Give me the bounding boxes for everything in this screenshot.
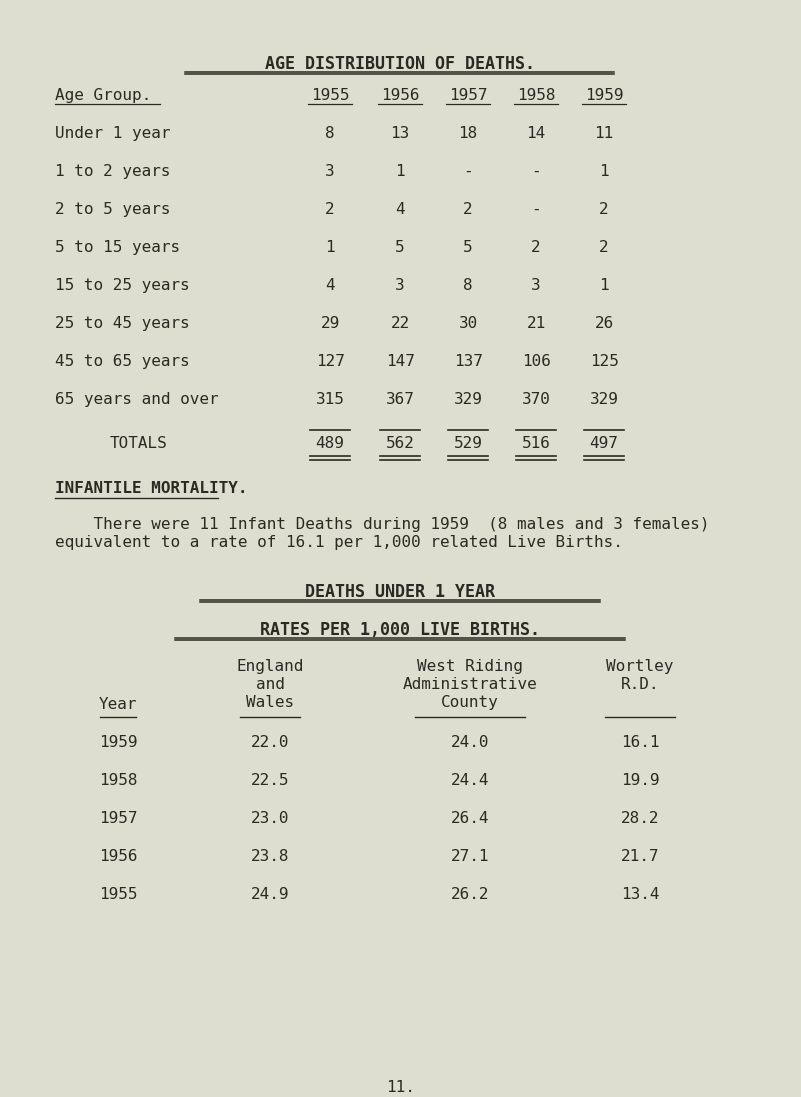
Text: equivalent to a rate of 16.1 per 1,000 related Live Births.: equivalent to a rate of 16.1 per 1,000 r… [55, 535, 623, 550]
Text: 1955: 1955 [99, 887, 137, 902]
Text: 4: 4 [395, 202, 405, 217]
Text: 1957: 1957 [99, 811, 137, 826]
Text: 5 to 15 years: 5 to 15 years [55, 240, 180, 255]
Text: 21: 21 [526, 316, 545, 331]
Text: 15 to 25 years: 15 to 25 years [55, 278, 190, 293]
Text: 1: 1 [325, 240, 335, 255]
Text: 529: 529 [453, 436, 482, 451]
Text: 1959: 1959 [99, 735, 137, 750]
Text: Age Group.: Age Group. [55, 88, 151, 103]
Text: 1958: 1958 [517, 88, 555, 103]
Text: 1958: 1958 [99, 773, 137, 788]
Text: 29: 29 [320, 316, 340, 331]
Text: 125: 125 [590, 354, 618, 369]
Text: 22.5: 22.5 [251, 773, 289, 788]
Text: 1955: 1955 [311, 88, 349, 103]
Text: 1: 1 [395, 163, 405, 179]
Text: England: England [236, 659, 304, 674]
Text: 1 to 2 years: 1 to 2 years [55, 163, 171, 179]
Text: 23.8: 23.8 [251, 849, 289, 864]
Text: 13.4: 13.4 [621, 887, 659, 902]
Text: 1959: 1959 [585, 88, 623, 103]
Text: AGE DISTRIBUTION OF DEATHS.: AGE DISTRIBUTION OF DEATHS. [265, 55, 535, 73]
Text: 127: 127 [316, 354, 344, 369]
Text: West Riding: West Riding [417, 659, 523, 674]
Text: 3: 3 [325, 163, 335, 179]
Text: -: - [463, 163, 473, 179]
Text: R.D.: R.D. [621, 677, 659, 692]
Text: 5: 5 [395, 240, 405, 255]
Text: Under 1 year: Under 1 year [55, 126, 171, 142]
Text: 22.0: 22.0 [251, 735, 289, 750]
Text: 106: 106 [521, 354, 550, 369]
Text: 2: 2 [599, 202, 609, 217]
Text: -: - [531, 163, 541, 179]
Text: 497: 497 [590, 436, 618, 451]
Text: 2: 2 [531, 240, 541, 255]
Text: -: - [531, 202, 541, 217]
Text: 562: 562 [385, 436, 414, 451]
Text: TOTALS: TOTALS [110, 436, 167, 451]
Text: 22: 22 [390, 316, 409, 331]
Text: 1956: 1956 [99, 849, 137, 864]
Text: 23.0: 23.0 [251, 811, 289, 826]
Text: 3: 3 [395, 278, 405, 293]
Text: 315: 315 [316, 392, 344, 407]
Text: 8: 8 [325, 126, 335, 142]
Text: 329: 329 [590, 392, 618, 407]
Text: 30: 30 [458, 316, 477, 331]
Text: 21.7: 21.7 [621, 849, 659, 864]
Text: 14: 14 [526, 126, 545, 142]
Text: 489: 489 [316, 436, 344, 451]
Text: 16.1: 16.1 [621, 735, 659, 750]
Text: There were 11 Infant Deaths during 1959  (8 males and 3 females): There were 11 Infant Deaths during 1959 … [55, 517, 710, 532]
Text: INFANTILE MORTALITY.: INFANTILE MORTALITY. [55, 480, 248, 496]
Text: DEATHS UNDER 1 YEAR: DEATHS UNDER 1 YEAR [305, 583, 495, 601]
Text: Year: Year [99, 697, 137, 712]
Text: 2: 2 [325, 202, 335, 217]
Text: 25 to 45 years: 25 to 45 years [55, 316, 190, 331]
Text: Administrative: Administrative [403, 677, 537, 692]
Text: 45 to 65 years: 45 to 65 years [55, 354, 190, 369]
Text: 11: 11 [594, 126, 614, 142]
Text: 2: 2 [599, 240, 609, 255]
Text: 4: 4 [325, 278, 335, 293]
Text: 2 to 5 years: 2 to 5 years [55, 202, 171, 217]
Text: 137: 137 [453, 354, 482, 369]
Text: 8: 8 [463, 278, 473, 293]
Text: 147: 147 [385, 354, 414, 369]
Text: 5: 5 [463, 240, 473, 255]
Text: 1: 1 [599, 163, 609, 179]
Text: 11.: 11. [385, 1081, 414, 1095]
Text: 26: 26 [594, 316, 614, 331]
Text: 370: 370 [521, 392, 550, 407]
Text: 26.4: 26.4 [451, 811, 489, 826]
Text: 329: 329 [453, 392, 482, 407]
Text: County: County [441, 695, 499, 710]
Text: 19.9: 19.9 [621, 773, 659, 788]
Text: and: and [256, 677, 284, 692]
Text: 3: 3 [531, 278, 541, 293]
Text: 26.2: 26.2 [451, 887, 489, 902]
Text: 516: 516 [521, 436, 550, 451]
Text: 18: 18 [458, 126, 477, 142]
Text: 24.0: 24.0 [451, 735, 489, 750]
Text: 65 years and over: 65 years and over [55, 392, 219, 407]
Text: 28.2: 28.2 [621, 811, 659, 826]
Text: 13: 13 [390, 126, 409, 142]
Text: Wales: Wales [246, 695, 294, 710]
Text: Wortley: Wortley [606, 659, 674, 674]
Text: 2: 2 [463, 202, 473, 217]
Text: RATES PER 1,000 LIVE BIRTHS.: RATES PER 1,000 LIVE BIRTHS. [260, 621, 540, 638]
Text: 27.1: 27.1 [451, 849, 489, 864]
Text: 24.4: 24.4 [451, 773, 489, 788]
Text: 24.9: 24.9 [251, 887, 289, 902]
Text: 1956: 1956 [380, 88, 419, 103]
Text: 367: 367 [385, 392, 414, 407]
Text: 1: 1 [599, 278, 609, 293]
Text: 1957: 1957 [449, 88, 487, 103]
